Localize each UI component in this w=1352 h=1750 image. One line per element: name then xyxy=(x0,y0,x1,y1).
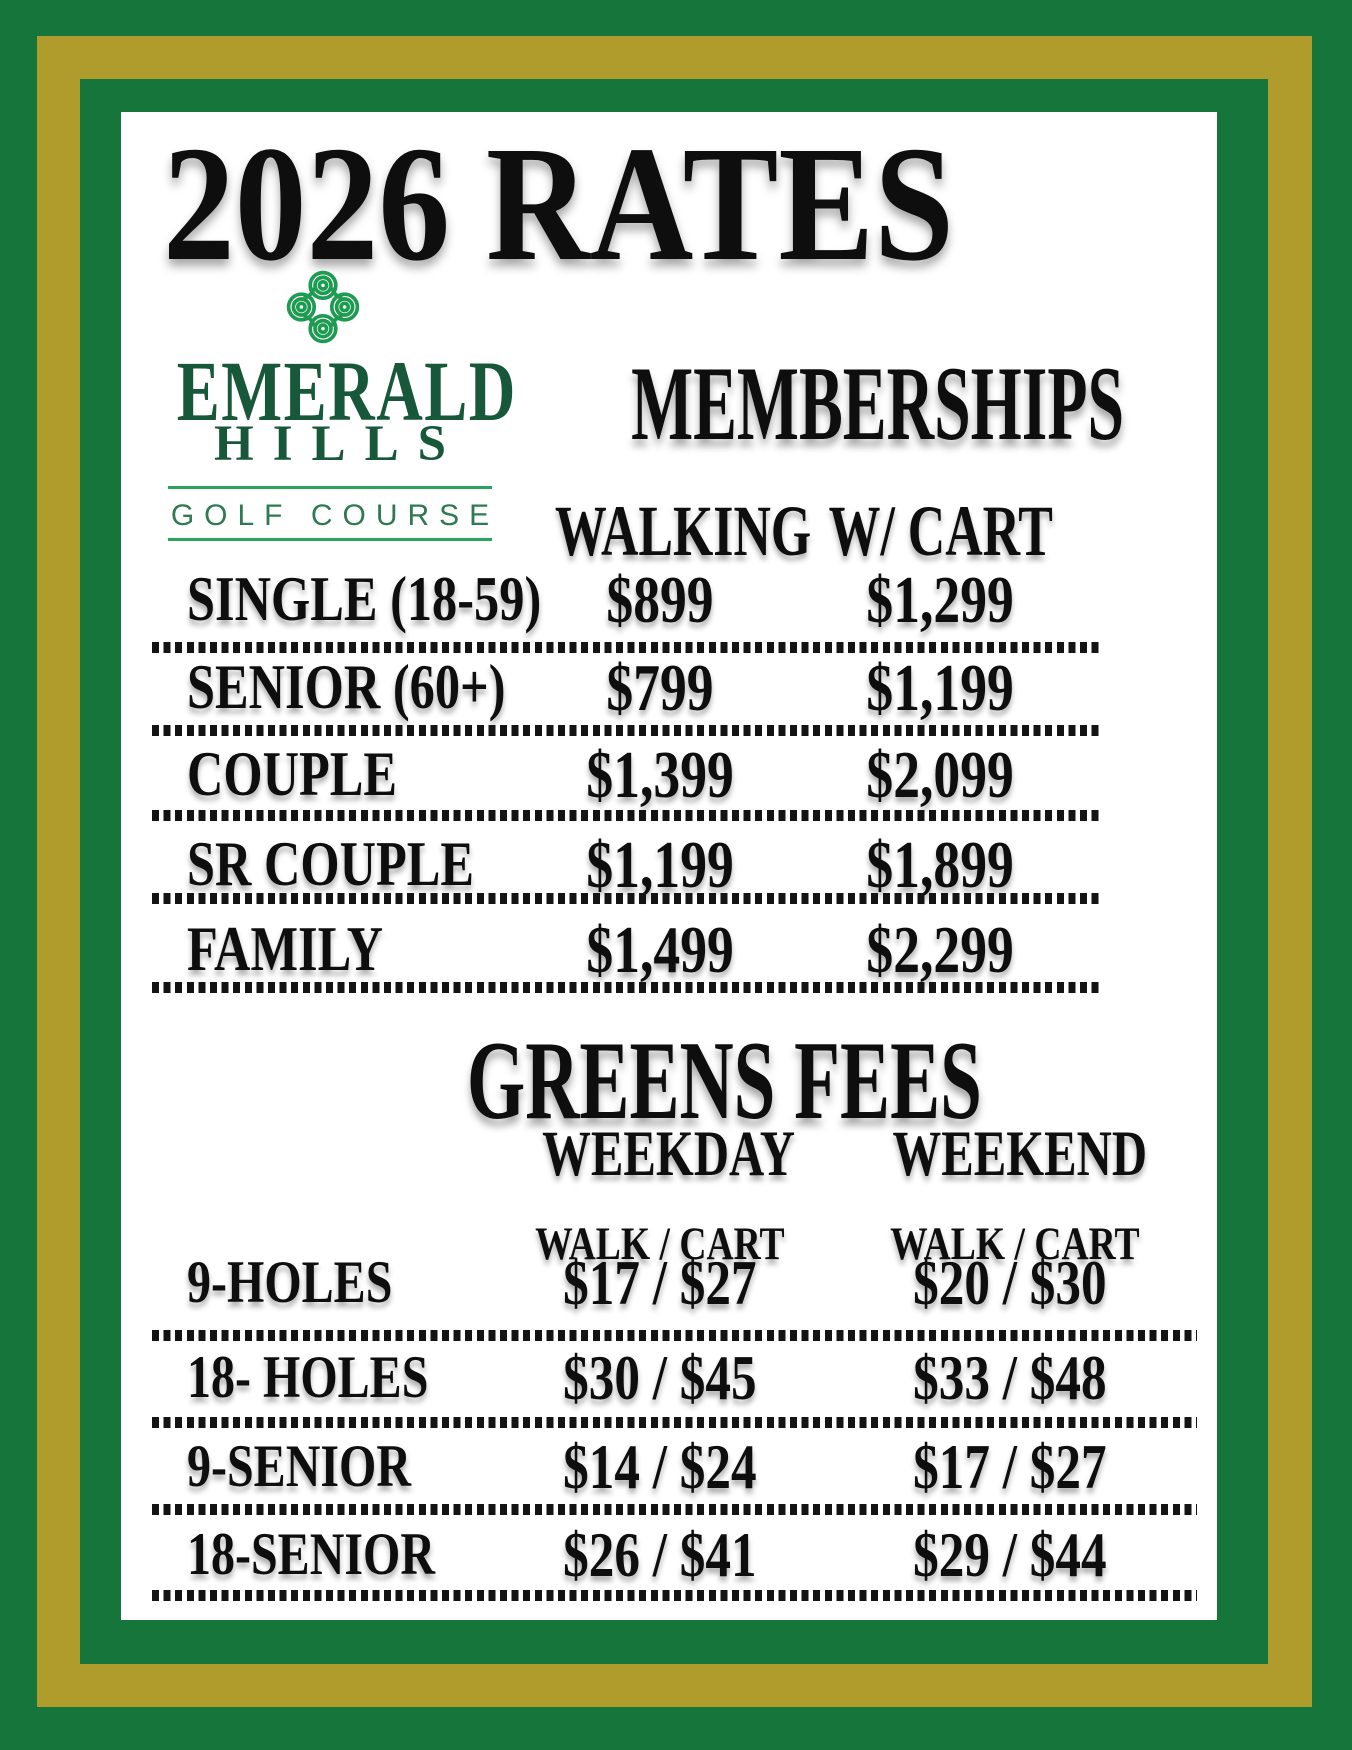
greens-weekend-price: $17 / $27 xyxy=(913,1431,1107,1502)
membership-cart-price: $1,299 xyxy=(866,563,1014,637)
logo-name-line2: HILLS xyxy=(214,416,465,472)
greens-fees-heading: GREENS FEES xyxy=(466,1019,982,1143)
membership-cart-price: $1,899 xyxy=(866,828,1014,902)
greens-weekend-price: $33 / $48 xyxy=(913,1342,1107,1413)
greens-row-label: 18- HOLES xyxy=(187,1344,429,1410)
dotted-divider xyxy=(152,1504,1197,1515)
poster-title: 2026 RATES xyxy=(163,112,955,295)
membership-row-label: SINGLE (18-59) xyxy=(187,564,542,634)
dotted-divider xyxy=(152,810,1102,821)
dotted-divider xyxy=(152,642,1102,653)
greens-row-label: 9-SENIOR xyxy=(187,1433,412,1499)
greens-row-label: 9-HOLES xyxy=(187,1249,393,1315)
greens-weekday-price: $26 / $41 xyxy=(563,1519,757,1590)
membership-row-label: SR COUPLE xyxy=(187,829,475,899)
dotted-divider xyxy=(152,893,1102,904)
greens-row-label: 18-SENIOR xyxy=(187,1521,436,1587)
dotted-divider xyxy=(152,725,1102,736)
membership-walking-price: $799 xyxy=(606,651,714,725)
logo-divider-top xyxy=(168,486,492,489)
membership-cart-price: $2,099 xyxy=(866,738,1014,812)
dotted-divider xyxy=(152,982,1102,993)
column-header-weekend: WEEKEND xyxy=(892,1118,1148,1190)
subheader-walk-cart-weekday: WALK / CART xyxy=(535,1218,785,1270)
greens-weekday-price: $17 / $27 xyxy=(563,1247,757,1318)
membership-walking-price: $899 xyxy=(606,563,714,637)
logo-divider-bottom xyxy=(168,538,492,541)
greens-weekend-price: $20 / $30 xyxy=(913,1247,1107,1318)
logo-tagline: GOLF COURSE xyxy=(170,499,500,532)
column-header-cart: W/ CART xyxy=(828,491,1053,571)
poster-sheet xyxy=(121,112,1217,1620)
celtic-knot-icon xyxy=(286,270,360,344)
membership-cart-price: $1,199 xyxy=(866,651,1014,725)
column-header-weekday: WEEKDAY xyxy=(542,1118,795,1190)
membership-walking-price: $1,199 xyxy=(586,828,734,902)
membership-cart-price: $2,299 xyxy=(866,913,1014,987)
subheader-walk-cart-weekend: WALK / CART xyxy=(890,1218,1140,1270)
membership-row-label: COUPLE xyxy=(187,739,398,809)
membership-walking-price: $1,499 xyxy=(586,913,734,987)
greens-weekend-price: $29 / $44 xyxy=(913,1519,1107,1590)
column-header-walking: WALKING xyxy=(554,491,812,571)
membership-row-label: FAMILY xyxy=(187,914,384,984)
dotted-divider xyxy=(152,1417,1197,1428)
dotted-divider xyxy=(152,1590,1197,1601)
dotted-divider xyxy=(152,1330,1197,1341)
greens-weekday-price: $14 / $24 xyxy=(563,1431,757,1502)
greens-weekday-price: $30 / $45 xyxy=(563,1342,757,1413)
memberships-heading: MEMBERSHIPS xyxy=(631,345,1125,462)
membership-row-label: SENIOR (60+) xyxy=(187,652,506,722)
membership-walking-price: $1,399 xyxy=(586,738,734,812)
logo-name: EMERALD xyxy=(176,343,517,439)
